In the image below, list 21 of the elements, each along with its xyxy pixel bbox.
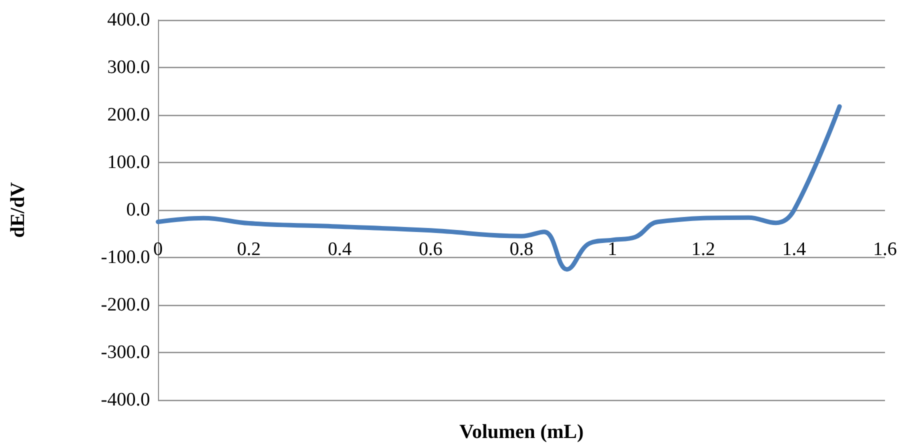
y-tick-label: 200.0 [107,104,150,126]
x-tick-label: 1.4 [782,239,806,260]
y-tick-label: 300.0 [107,57,150,78]
y-tick-label: -400.0 [100,390,150,410]
x-tick-label: 0.2 [237,239,261,260]
y-tick-label: -300.0 [100,342,150,363]
y-tick-label: -100.0 [100,247,150,268]
x-tick-label: 0.4 [328,239,352,260]
y-tick-label: 100.0 [107,152,150,173]
x-tick-label: 0 [153,239,163,260]
line-series [156,104,842,272]
y-tick-label: -200.0 [100,294,150,316]
y-tick-label: 400.0 [107,10,150,30]
x-tick-label: 0.8 [510,239,534,260]
y-axis-title: dE/dV [7,182,29,238]
x-tick-label: 1.6 [873,239,897,260]
x-axis-title: Volumen (mL) [459,421,584,443]
y-tick-label: 0.0 [126,200,150,220]
x-tick-label: 1.2 [691,239,716,260]
x-tick-label: 1 [608,239,618,260]
x-tick-label: 0.6 [418,239,442,260]
